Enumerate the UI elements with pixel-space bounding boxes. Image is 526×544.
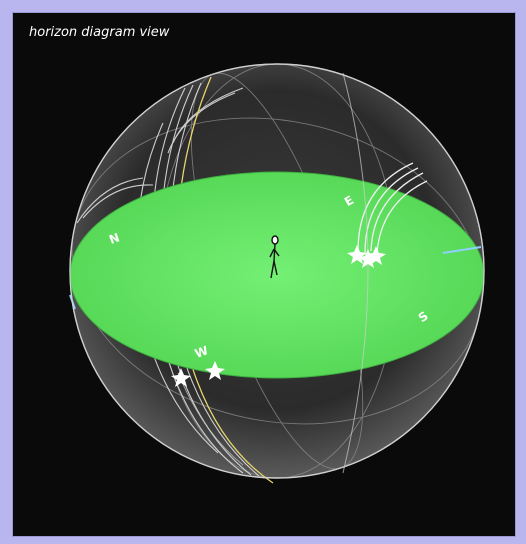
view-title: horizon diagram view (29, 25, 170, 40)
compass-north: N (107, 230, 121, 247)
meridian-marker (442, 246, 482, 254)
star-trails-east (357, 162, 428, 254)
sphere-front-arcs (177, 72, 369, 474)
celestial-sphere-scene[interactable]: N E S W (13, 13, 516, 537)
sphere-outline (69, 63, 485, 479)
star-icon[interactable] (171, 245, 386, 387)
stick-figure-icon[interactable] (269, 235, 280, 279)
compass-west: W (193, 343, 210, 361)
horizon-diagram-panel[interactable]: horizon diagram view (12, 12, 516, 537)
